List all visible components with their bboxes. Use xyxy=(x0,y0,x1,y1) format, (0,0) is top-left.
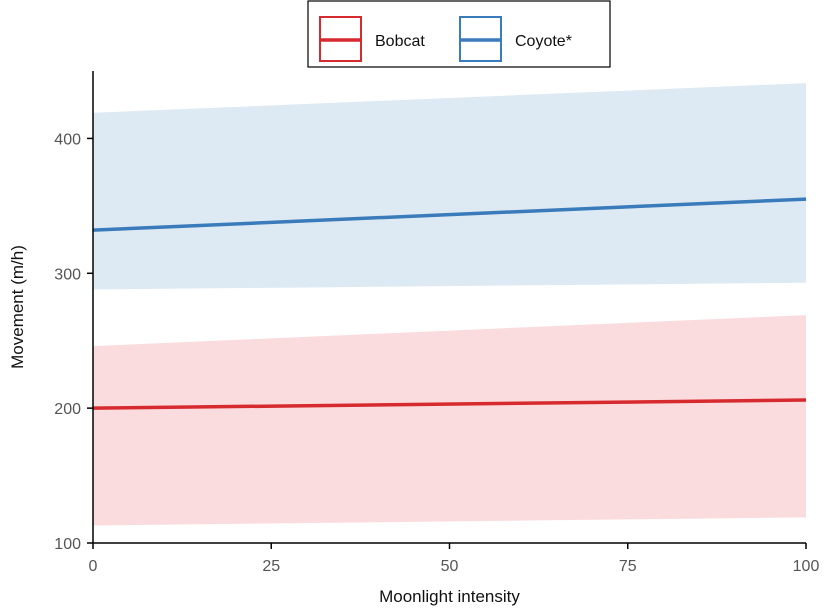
y-tick-label: 300 xyxy=(54,266,81,283)
line-coyote xyxy=(92,197,807,232)
y-ticks: 100 200 300 400 xyxy=(54,131,93,553)
confidence-bands xyxy=(93,83,806,526)
legend-label-bobcat: Bobcat xyxy=(375,33,425,50)
series-lines xyxy=(92,197,807,410)
x-tick-label: 0 xyxy=(89,558,98,575)
legend-label-coyote: Coyote* xyxy=(515,33,572,50)
y-tick-label: 400 xyxy=(54,131,81,148)
y-axis-title: Movement (m/h) xyxy=(8,245,27,369)
legend: Bobcat Coyote* xyxy=(307,0,611,68)
y-tick-label: 100 xyxy=(54,536,81,553)
x-axis-title: Moonlight intensity xyxy=(379,587,520,606)
y-tick-label: 200 xyxy=(54,401,81,418)
x-tick-label: 75 xyxy=(619,558,637,575)
x-tick-label: 100 xyxy=(793,558,820,575)
band-coyote xyxy=(93,83,806,290)
x-tick-label: 25 xyxy=(262,558,280,575)
line-bobcat xyxy=(92,398,807,410)
x-ticks: 0 25 50 75 100 xyxy=(89,543,820,575)
x-tick-label: 50 xyxy=(441,558,459,575)
band-bobcat xyxy=(93,315,806,526)
